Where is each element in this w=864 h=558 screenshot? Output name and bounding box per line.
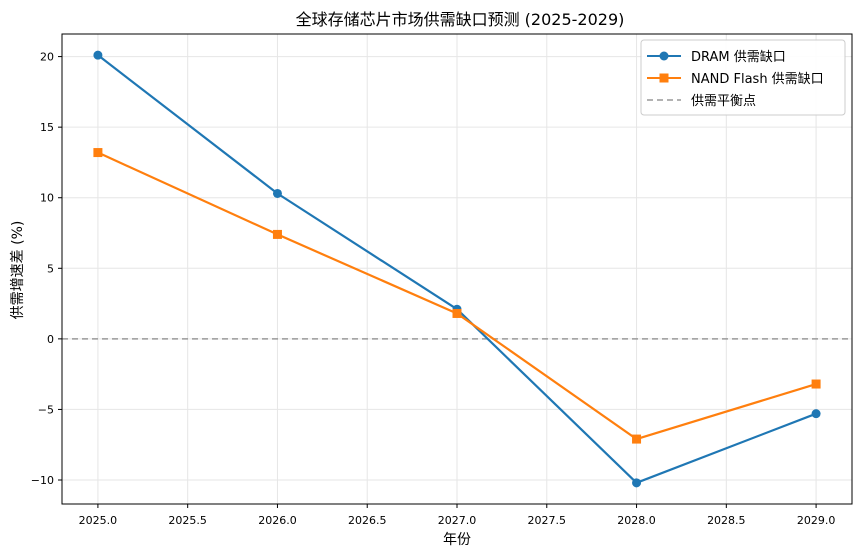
y-tick-label: −5 (38, 403, 54, 416)
y-tick-label: 10 (40, 192, 54, 205)
legend-marker-nand (659, 73, 669, 83)
x-tick-label: 2026.0 (258, 514, 297, 527)
data-point-dram (272, 188, 282, 198)
y-axis-ticks: −10 −5 0 5 10 15 20 (31, 51, 62, 487)
x-axis-label: 年份 (443, 532, 471, 548)
x-tick-label: 2028.5 (707, 514, 746, 527)
data-point-dram (811, 409, 821, 419)
chart-title: 全球存储芯片市场供需缺口预测 (2025-2029) (296, 10, 625, 29)
data-point-nand (452, 308, 462, 318)
x-axis-ticks: 2025.0 2025.5 2026.0 2026.5 2027.0 2027.5 2028… (79, 504, 836, 527)
legend-label-dram: DRAM 供需缺口 (691, 50, 786, 65)
data-point-dram (93, 50, 103, 60)
y-tick-label: 0 (47, 333, 54, 346)
legend-label-nand: NAND Flash 供需缺口 (691, 72, 824, 87)
legend-label-balance: 供需平衡点 (691, 94, 756, 109)
y-axis-label: 供需增速差 (%) (10, 221, 26, 320)
y-tick-label: −10 (31, 474, 54, 487)
x-tick-label: 2025.0 (79, 514, 118, 527)
y-tick-label: 5 (47, 262, 54, 275)
data-point-dram (632, 478, 642, 488)
x-tick-label: 2028.0 (617, 514, 656, 527)
legend-marker-dram (659, 51, 669, 61)
data-point-nand (272, 229, 282, 239)
data-point-nand (811, 379, 821, 389)
legend-box (640, 39, 846, 116)
x-tick-label: 2029.0 (797, 514, 836, 527)
y-tick-label: 15 (40, 121, 54, 134)
x-tick-label: 2027.5 (528, 514, 567, 527)
legend: DRAM 供需缺口 NAND Flash 供需缺口 供需平衡点 (640, 39, 846, 116)
y-tick-label: 20 (40, 51, 54, 64)
data-point-nand (632, 434, 642, 444)
data-point-nand (93, 148, 103, 158)
x-tick-label: 2027.0 (438, 514, 477, 527)
x-tick-label: 2026.5 (348, 514, 387, 527)
x-tick-label: 2025.5 (168, 514, 207, 527)
series-layer (93, 50, 821, 488)
